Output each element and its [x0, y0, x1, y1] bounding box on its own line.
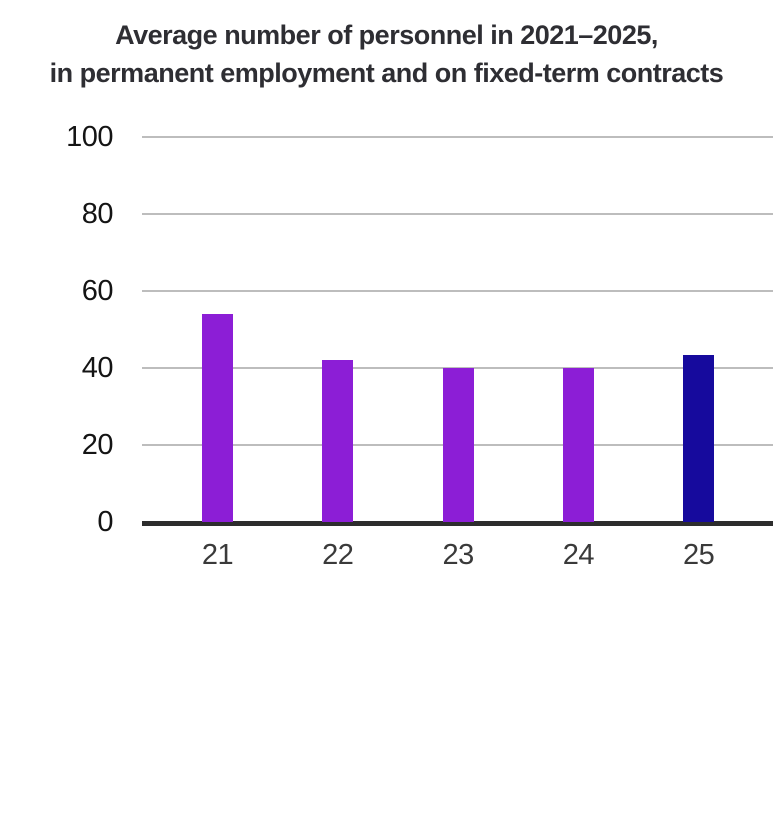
y-tick-label-80: 80 — [81, 198, 114, 230]
plot-area — [142, 136, 773, 526]
x-axis-line — [142, 521, 773, 526]
bar-24 — [562, 368, 594, 522]
y-tick-label-0: 0 — [97, 506, 113, 538]
x-tick-label-22: 22 — [322, 539, 354, 571]
x-tick-label-21: 21 — [201, 539, 234, 571]
y-tick-label-60: 60 — [81, 275, 114, 307]
bar-22 — [322, 360, 354, 522]
gridline-100 — [142, 136, 773, 138]
x-tick-label-23: 23 — [442, 539, 474, 571]
x-tick-label-25: 25 — [683, 539, 715, 571]
y-tick-label-20: 20 — [81, 429, 114, 461]
bar-23 — [442, 368, 474, 522]
chart-title-line-1: Average number of personnel in 2021–2025… — [115, 20, 658, 50]
gridline-60 — [142, 290, 773, 292]
chart-title: Average number of personnel in 2021–2025… — [0, 16, 773, 92]
chart-title-line-2: in permanent employment and on fixed-ter… — [49, 58, 724, 88]
x-tick-label-24: 24 — [562, 539, 595, 571]
bar-21 — [202, 314, 233, 522]
gridline-80 — [142, 213, 773, 215]
y-tick-label-40: 40 — [81, 352, 114, 384]
bar-25 — [683, 354, 715, 522]
y-tick-label-100: 100 — [66, 121, 113, 153]
